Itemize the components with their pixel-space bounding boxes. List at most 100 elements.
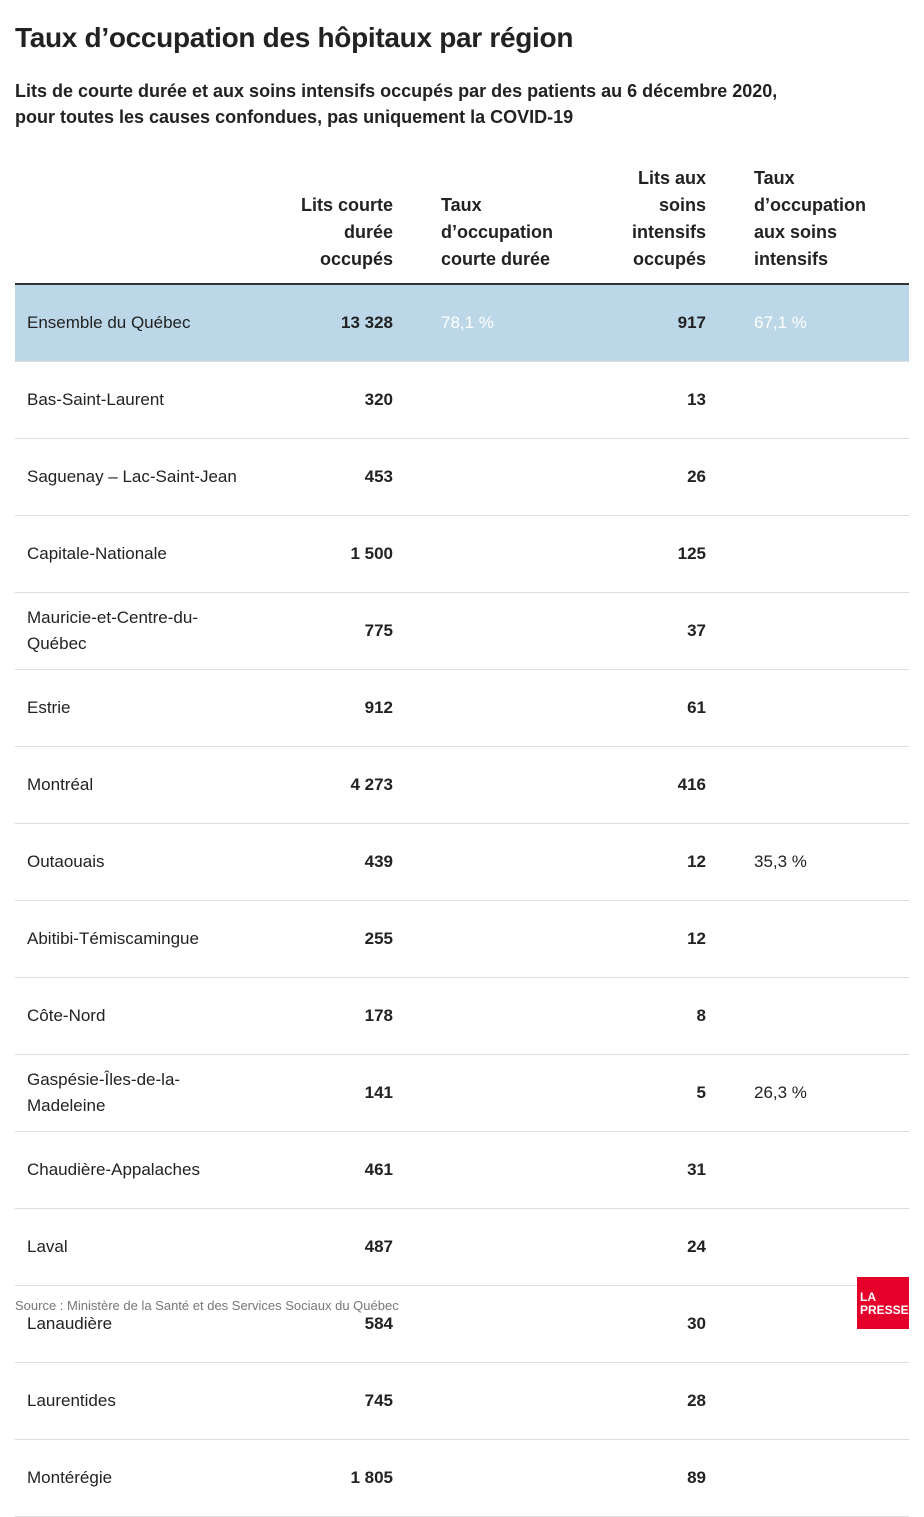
value-label: 57,8 % (441, 1083, 494, 1102)
bar-track: 59,1 % (441, 467, 579, 487)
bar-track: 100 % (441, 1237, 579, 1257)
region: Montréal (15, 746, 300, 824)
row: Ensemble du Québec 13 328 78,1 % 917 67,1 % (15, 284, 909, 362)
value-label: 64,9 % (754, 621, 807, 640)
value-label: 71,5 % (441, 852, 494, 871)
value-label: 59,1 % (441, 467, 494, 486)
header-row: Lits courte durée occupés Taux d’occupat… (15, 165, 909, 285)
value-label: 67,4 % (754, 1160, 807, 1179)
cell: 35,3 % (718, 823, 909, 901)
region: Montérégie (15, 1439, 300, 1517)
value-label: 88,2 % (754, 1314, 807, 1333)
bar-track: 83,8 % (441, 544, 579, 564)
cell: 81,9 % (405, 1285, 620, 1363)
icu-beds: 24 (620, 1208, 718, 1286)
bar-track: 74,6 % (441, 1391, 579, 1411)
cell: 70,6 % (718, 1208, 909, 1286)
row: Laval 487 100 % 24 70,6 % (15, 1208, 909, 1286)
icu-beds: 12 (620, 823, 718, 901)
bar-track: 68,6 % (754, 775, 896, 795)
subtitle-line: Lits de courte durée et aux soins intens… (15, 81, 778, 101)
value-label: 50 % (754, 929, 793, 948)
bar-track: 61,9 % (754, 467, 896, 487)
icu-beds: 28 (620, 1362, 718, 1440)
region: Capitale-Nationale (15, 515, 300, 593)
region: Chaudière-Appalaches (15, 1131, 300, 1209)
beds: 255 (300, 900, 405, 978)
icu-beds: 5 (620, 1054, 718, 1132)
value-label: 61,9 % (754, 467, 807, 486)
icu-beds: 61 (620, 669, 718, 747)
cell: 71,5 % (405, 823, 620, 901)
beds: 453 (300, 438, 405, 516)
region: Laurentides (15, 1362, 300, 1440)
header-cell: Taux d’occupation aux soins intensifs (718, 165, 909, 285)
cell: 26,3 % (718, 1054, 909, 1132)
row: Chaudière-Appalaches 461 82,3 % 31 67,4 % (15, 1131, 909, 1209)
beds: 320 (300, 361, 405, 439)
row: Montérégie 1 805 83,8 % 89 74,8 % (15, 1439, 909, 1517)
icu-beds: 26 (620, 438, 718, 516)
beds: 1 500 (300, 515, 405, 593)
icu-beds: 12 (620, 900, 718, 978)
bar-track: 26,3 % (754, 1083, 896, 1103)
cell: 61,9 % (718, 438, 909, 516)
region: Gaspésie-Îles-de-la-Madeleine (15, 1054, 300, 1132)
value-label: 74,8 % (754, 1468, 807, 1487)
region: Laval (15, 1208, 300, 1286)
bar-track: 37,1 % (754, 390, 896, 410)
bar-track: 69,6 % (441, 390, 579, 410)
beds: 461 (300, 1131, 405, 1209)
value-label: 88,7 % (441, 698, 494, 717)
cell: 65,4 % (405, 977, 620, 1055)
cell: 83,8 % (405, 515, 620, 593)
region: Bas-Saint-Laurent (15, 361, 300, 439)
bar-track: 72,6 % (754, 698, 896, 718)
value-label: 60,9 % (754, 1391, 807, 1410)
header-cell: Lits aux soins intensifs occupés (620, 165, 718, 285)
row: Abitibi-Témiscamingue 255 71 % 12 50 % (15, 900, 909, 978)
cell: 50 % (718, 977, 909, 1055)
cell: 100 % (405, 1208, 620, 1286)
region: Saguenay – Lac-Saint-Jean (15, 438, 300, 516)
value-label: 69,9 % (441, 621, 494, 640)
icu-beds: 31 (620, 1131, 718, 1209)
bar-track: 69,9 % (441, 621, 579, 641)
bar-track: 71,5 % (441, 852, 579, 872)
icu-beds: 917 (620, 284, 718, 362)
value-label: 26,3 % (754, 1083, 807, 1102)
value-label: 82,3 % (441, 1160, 494, 1179)
cell: 50 % (718, 900, 909, 978)
cell: 59,1 % (405, 438, 620, 516)
cell: 60,9 % (718, 1362, 909, 1440)
region: Côte-Nord (15, 977, 300, 1055)
region: Estrie (15, 669, 300, 747)
icu-beds: 8 (620, 977, 718, 1055)
row: Mauricie-et-Centre-du-Québec 775 69,9 % 37 6… (15, 592, 909, 670)
beds: 912 (300, 669, 405, 747)
icu-beds: 13 (620, 361, 718, 439)
cell: 69,9 % (405, 592, 620, 670)
source: Source : Ministère de la Santé et des Se… (15, 1298, 399, 1313)
subtitle-line: pour toutes les causes confondues, pas u… (15, 107, 574, 127)
value-label: 37,1 % (754, 390, 807, 409)
region: Abitibi-Témiscamingue (15, 900, 300, 978)
row: Saguenay – Lac-Saint-Jean 453 59,1 % 26 61,9… (15, 438, 909, 516)
value-label: 68,6 % (754, 775, 807, 794)
row: Estrie 912 88,7 % 61 72,6 % (15, 669, 909, 747)
bar-track: 67,1 % (754, 313, 896, 333)
row: Montréal 4 273 77,5 % 416 68,6 % (15, 746, 909, 824)
bar-track: 50 % (754, 1006, 896, 1026)
bar-track: 60,9 % (754, 1391, 896, 1411)
cell: 74,6 % (405, 1362, 620, 1440)
cell: 74,8 % (718, 1439, 909, 1517)
value-label: 70,6 % (754, 1237, 807, 1256)
logo: LA PRESSE (857, 1277, 909, 1329)
cell: 72,6 % (718, 669, 909, 747)
value-label: 81,9 % (441, 1314, 494, 1333)
row: Laurentides 745 74,6 % 28 60,9 % (15, 1362, 909, 1440)
cell: 88,7 % (405, 669, 620, 747)
header-cell: Lits courte durée occupés (300, 165, 405, 285)
icu-beds: 416 (620, 746, 718, 824)
region: Mauricie-et-Centre-du-Québec (15, 592, 300, 670)
